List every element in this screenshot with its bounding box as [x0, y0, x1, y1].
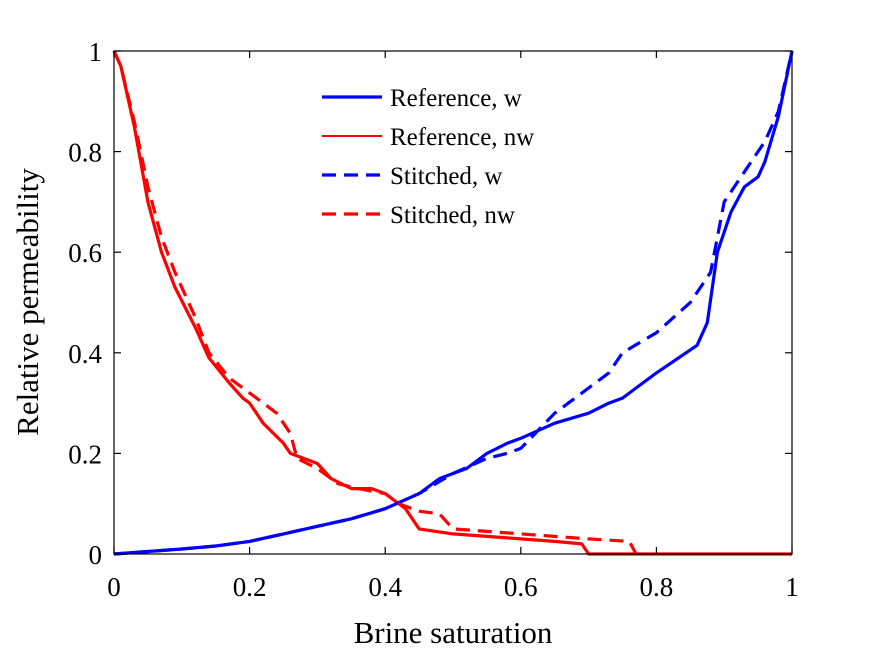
legend-label: Reference, nw — [390, 124, 534, 151]
series-line-stitched-w — [113, 50, 794, 556]
legend-label: Stitched, nw — [390, 202, 515, 229]
series-line-reference-nw — [112, 50, 792, 556]
legend: Reference, w Reference, nw Stitched, w Stit… — [322, 85, 534, 229]
y-tick-label: 0.4 — [68, 339, 102, 369]
x-tick-label: 0.4 — [368, 572, 402, 602]
y-tick-label: 0.2 — [68, 439, 102, 469]
legend-label: Reference, w — [390, 85, 522, 112]
x-tick-label: 0.8 — [640, 572, 674, 602]
plot-area-background — [114, 51, 792, 554]
y-axis-label: Relative permeability — [10, 168, 45, 436]
y-tick-label: 0.6 — [68, 238, 102, 268]
y-tick-label: 1 — [89, 37, 103, 67]
x-axis-label: Brine saturation — [354, 615, 553, 650]
series-layer — [112, 50, 794, 556]
y-tick-label: 0.8 — [68, 138, 102, 168]
plot-area-frame — [113, 50, 793, 555]
legend-label: Stitched, w — [390, 163, 503, 190]
tick-layer: 0 0.2 0.4 0.6 0.8 1 0 0.2 0.4 0.6 0.8 1 — [68, 37, 799, 602]
x-tick-label: 0.2 — [233, 572, 267, 602]
x-tick-label: 0.6 — [504, 572, 538, 602]
y-tick-label: 0 — [89, 540, 103, 570]
series-line-stitched-nw — [112, 50, 638, 555]
x-tick-label: 0 — [107, 572, 121, 602]
x-tick-label: 1 — [785, 572, 799, 602]
